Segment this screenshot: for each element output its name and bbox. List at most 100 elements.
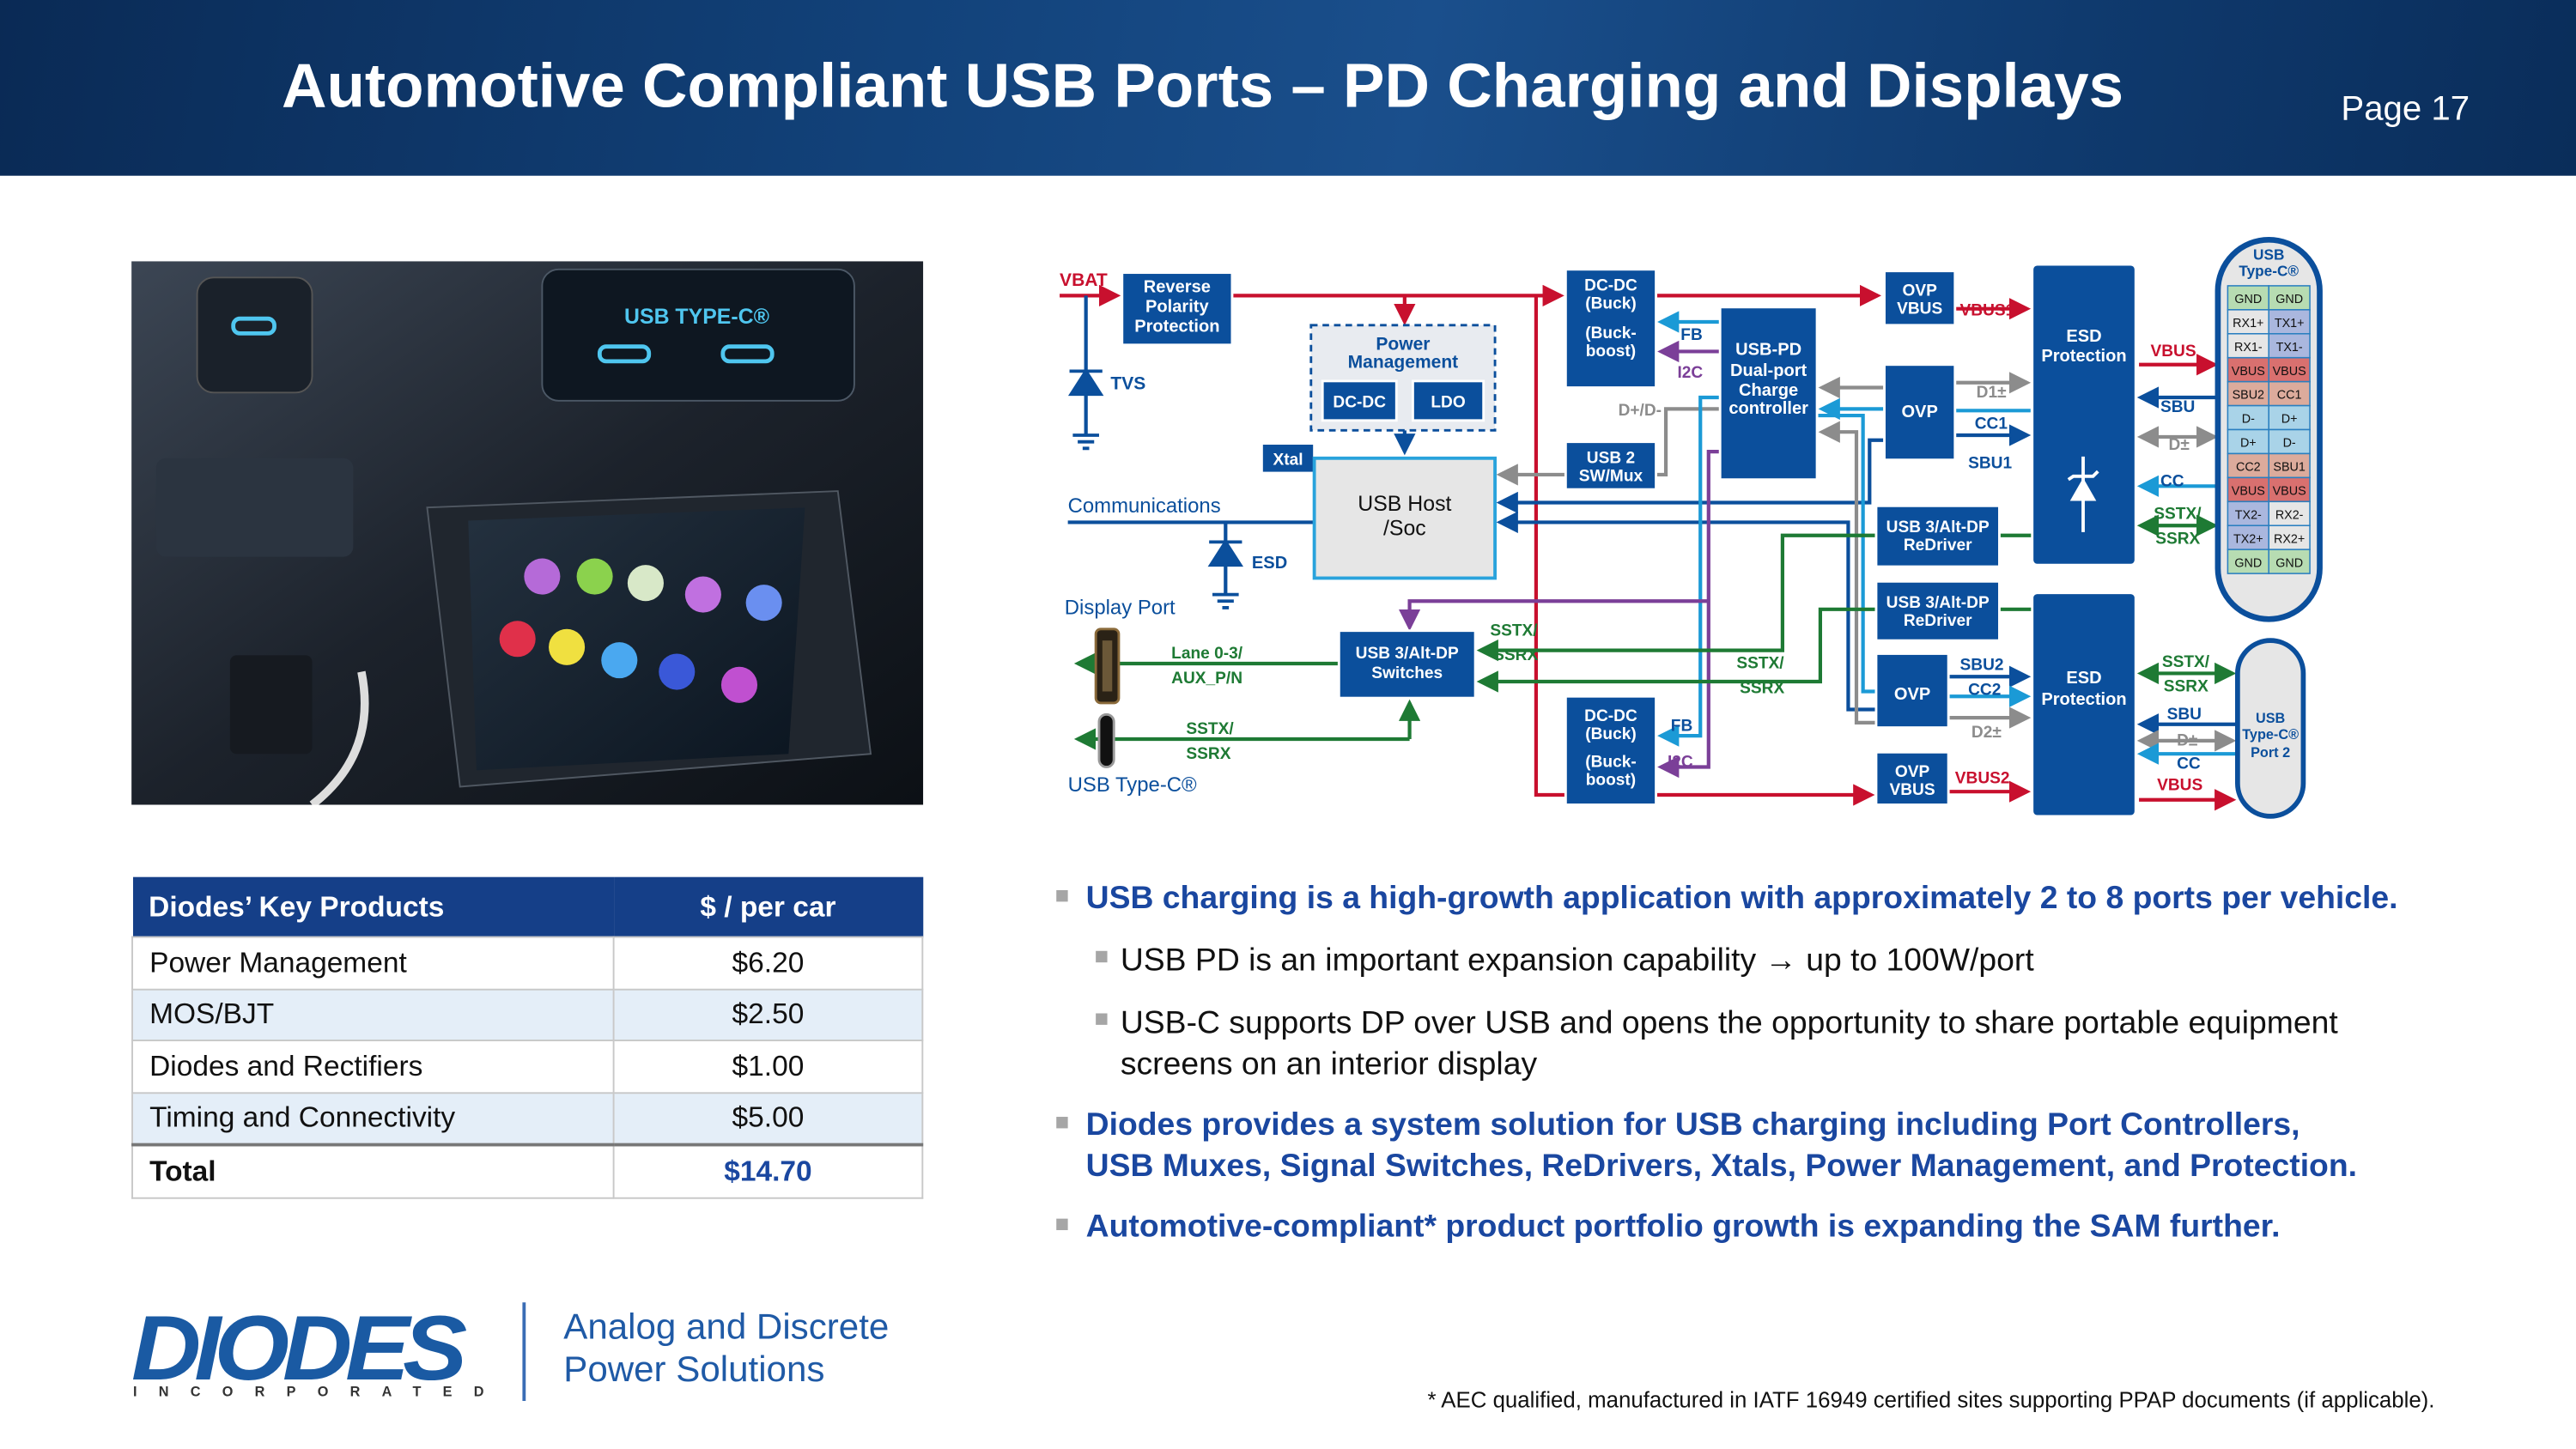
signal-label-cc-p2: CC bbox=[2177, 755, 2201, 773]
bullet-marker bbox=[1056, 1218, 1068, 1231]
signal-label-ssrx-r: SSRX bbox=[2155, 530, 2200, 548]
signal-label-sbu-p2: SBU bbox=[2167, 706, 2202, 724]
bullet-1: USB charging is a high-growth applicatio… bbox=[1085, 880, 2398, 917]
table-header-row: Diodes’ Key Products $ / per car bbox=[132, 876, 923, 937]
block-pm-ldo: LDO bbox=[1411, 379, 1485, 422]
signal-label-i2c1: I2C bbox=[1677, 364, 1703, 382]
block-label: Power bbox=[1376, 335, 1430, 355]
table-row: Timing and Connectivity $5.00 bbox=[131, 1091, 924, 1146]
signal-label-ssrx-b: SSRX bbox=[1493, 646, 1538, 664]
svg-text:D-: D- bbox=[2283, 437, 2296, 451]
signal-label-usbc: USB Type-C® bbox=[1068, 773, 1197, 797]
product-name: Timing and Connectivity bbox=[131, 1091, 615, 1146]
pin-cell: VBUS bbox=[2227, 476, 2269, 503]
port1-title-1: USB bbox=[2253, 246, 2284, 263]
pin-cell: GND bbox=[2227, 285, 2269, 311]
pin-cell: RX1- bbox=[2227, 333, 2269, 359]
product-name: Diodes and Rectifiers bbox=[131, 1040, 615, 1094]
block-label: Xtal bbox=[1273, 451, 1303, 469]
signal-label-ssrx-p2: SSRX bbox=[2164, 677, 2208, 695]
diodes-logo-sub: INCORPORATED bbox=[132, 1382, 506, 1400]
block-label: Switches bbox=[1371, 664, 1443, 682]
pin-cell: CC1 bbox=[2268, 380, 2311, 407]
svg-text:TX1-: TX1- bbox=[2276, 341, 2303, 355]
signal-label-d1: D1± bbox=[1977, 384, 2007, 402]
block-label: USB Host bbox=[1358, 492, 1451, 516]
bullet-marker bbox=[1096, 1013, 1108, 1025]
svg-text:D+: D+ bbox=[2281, 413, 2298, 427]
block-label: SW/Mux bbox=[1579, 468, 1643, 486]
pin-cell: RX1+ bbox=[2227, 309, 2269, 335]
pin-cell: RX2- bbox=[2268, 500, 2311, 527]
bullet-2-line2: USB Muxes, Signal Switches, ReDrivers, X… bbox=[1085, 1148, 2358, 1185]
svg-text:RX1+: RX1+ bbox=[2233, 317, 2263, 330]
footnote: * AEC qualified, manufactured in IATF 16… bbox=[1427, 1387, 2435, 1413]
block-xtal: Xtal bbox=[1260, 442, 1316, 475]
svg-text:TX2-: TX2- bbox=[2235, 508, 2262, 522]
signal-label-sstx-b: SSTX/ bbox=[1490, 621, 1538, 640]
signal-label-sbu-r: SBU bbox=[2160, 398, 2195, 416]
esd-diode-icon bbox=[1207, 538, 1244, 609]
signal-label-esd: ESD bbox=[1252, 554, 1287, 573]
pin-cell: TX2- bbox=[2227, 500, 2269, 527]
esd-diode-icon bbox=[2067, 456, 2099, 532]
bullet-marker bbox=[1096, 950, 1108, 963]
svg-text:VBUS: VBUS bbox=[2273, 484, 2306, 498]
tagline-line2: Power Solutions bbox=[563, 1348, 825, 1390]
block-label: ESD bbox=[2066, 669, 2101, 688]
block-label: DC-DC bbox=[1333, 393, 1386, 411]
sub-bullet-1: USB PD is an important expansion capabil… bbox=[1120, 943, 2034, 979]
signal-label-sbu2: SBU2 bbox=[1960, 657, 2004, 675]
block-label: Protection bbox=[1134, 317, 1219, 336]
svg-text:VBUS: VBUS bbox=[2232, 365, 2265, 379]
block-label: VBUS bbox=[1897, 300, 1942, 318]
usb-c-plug-icon bbox=[1097, 712, 1115, 768]
block-label: (Buck) bbox=[1585, 725, 1637, 743]
table-total-row: Total $14.70 bbox=[131, 1143, 924, 1198]
pin-cell: D- bbox=[2268, 428, 2311, 455]
block-label: USB 2 bbox=[1587, 450, 1635, 468]
block-label: USB 3/Alt-DP bbox=[1886, 518, 1990, 537]
signal-label-ssrx-c: SSRX bbox=[1740, 679, 1784, 697]
block-label: (Buck) bbox=[1585, 295, 1637, 313]
block-label: (Buck- bbox=[1585, 324, 1637, 343]
pin-cell: GND bbox=[2227, 549, 2269, 574]
block-host: USB Host/Soc bbox=[1312, 456, 1497, 580]
bullet-marker bbox=[1056, 889, 1068, 902]
block-label: Dual-port bbox=[1730, 361, 1807, 380]
pin-cell: TX2+ bbox=[2227, 524, 2269, 550]
svg-text:CC2: CC2 bbox=[2236, 461, 2261, 475]
pin-cell: GND bbox=[2268, 285, 2311, 311]
signal-label-fb2: FB bbox=[1671, 717, 1693, 735]
pin-cell: D- bbox=[2227, 404, 2269, 431]
port2-title-2: Type-C® bbox=[2242, 727, 2299, 743]
svg-text:RX1-: RX1- bbox=[2234, 341, 2263, 355]
block-label: Management bbox=[1348, 353, 1459, 373]
signal-label-cc1: CC1 bbox=[1975, 415, 2008, 433]
signal-label-sstx-a: SSTX/ bbox=[1186, 720, 1234, 738]
block-label: boost) bbox=[1586, 343, 1636, 361]
svg-text:GND: GND bbox=[2275, 556, 2303, 570]
block-label: Protection bbox=[2041, 347, 2126, 366]
block-ovp2: OVP bbox=[1874, 652, 1950, 730]
slide-title: Automotive Compliant USB Ports – PD Char… bbox=[281, 52, 2124, 122]
svg-text:GND: GND bbox=[2234, 556, 2262, 570]
block-label: OVP bbox=[1902, 282, 1937, 300]
usb-system-block-diagram: ReversePolarityProtectionDC-DC(Buck)(Buc… bbox=[1060, 236, 2323, 819]
signal-lines bbox=[1060, 284, 2238, 811]
block-label: DC-DC bbox=[1584, 277, 1637, 295]
signal-label-sstx-p2: SSTX/ bbox=[2162, 653, 2210, 671]
block-label: Charge bbox=[1739, 381, 1798, 400]
block-pm-dcdc: DC-DC bbox=[1321, 379, 1398, 422]
block-label: Protection bbox=[2041, 690, 2126, 709]
svg-text:VBUS: VBUS bbox=[2273, 365, 2306, 379]
block-ovp1: OVP bbox=[1883, 363, 1957, 462]
pin-cell: VBUS bbox=[2227, 356, 2269, 383]
signal-label-i2c2: I2C bbox=[1668, 753, 1693, 771]
pin-cell: SBU2 bbox=[2227, 380, 2269, 407]
block-label: ESD bbox=[2066, 327, 2101, 346]
page-number: Page 17 bbox=[2341, 90, 2470, 129]
